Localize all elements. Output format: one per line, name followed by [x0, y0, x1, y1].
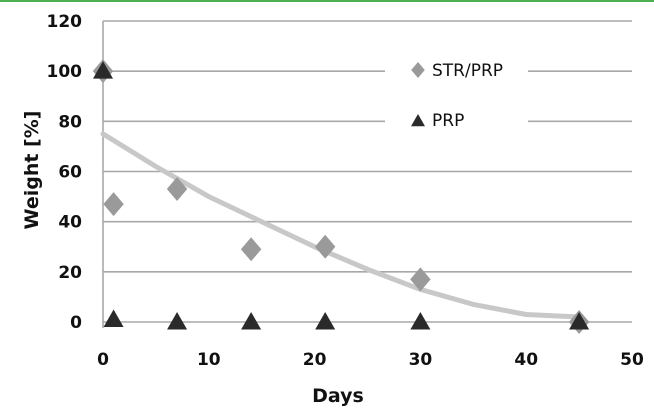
str-prp-point	[240, 237, 262, 262]
x-axis-title: Days	[312, 385, 364, 407]
y-tick-label: 40	[58, 213, 82, 233]
legend-marker-str-prp	[411, 62, 425, 78]
x-tick-label: 10	[197, 350, 221, 370]
x-tick-label: 40	[514, 350, 538, 370]
series-layer	[92, 59, 590, 334]
legend-label: STR/PRP	[432, 61, 503, 81]
y-axis-title: Weight [%]	[21, 111, 43, 230]
y-tick-label: 20	[58, 263, 82, 283]
str-prp-point	[314, 234, 336, 259]
prp-point	[410, 312, 431, 330]
y-tick-label: 120	[47, 12, 83, 32]
y-tick-label: 60	[58, 163, 82, 183]
str-prp-point	[103, 192, 124, 217]
y-tick-label: 80	[58, 112, 82, 132]
prp-point	[103, 309, 124, 327]
prp-point	[167, 312, 188, 330]
legend-label: PRP	[432, 111, 464, 131]
str-prp-point	[166, 177, 188, 202]
y-axis-ticks: 0 20 40 60 80 100 120	[47, 12, 83, 333]
trendline-layer	[100, 131, 582, 320]
prp-point	[315, 312, 336, 330]
x-tick-label: 0	[97, 350, 109, 370]
y-tick-label: 0	[70, 313, 82, 333]
prp-point	[569, 312, 590, 330]
trendline	[100, 131, 582, 320]
legend-marker-prp	[411, 114, 425, 127]
x-axis-ticks: 0 10 20 30 40 50	[97, 350, 644, 370]
x-tick-label: 30	[409, 350, 433, 370]
prp-point	[93, 61, 113, 79]
y-tick-label: 100	[47, 62, 83, 82]
str-prp-point	[410, 267, 431, 292]
legend: STR/PRP PRP	[411, 61, 503, 131]
x-tick-label: 20	[303, 350, 327, 370]
prp-point	[241, 312, 262, 330]
x-tick-label: 50	[620, 350, 644, 370]
